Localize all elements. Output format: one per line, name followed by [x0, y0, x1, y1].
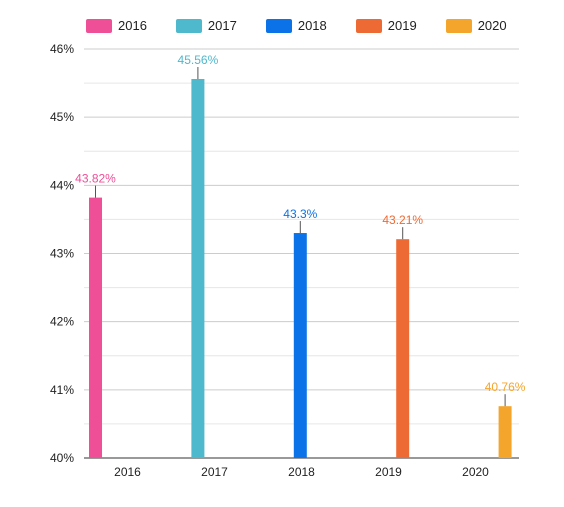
data-label-2018: 43.3% [283, 207, 317, 221]
y-tick-label: 46% [50, 42, 74, 56]
y-tick-label: 42% [50, 315, 74, 329]
data-label-2020: 40.76% [485, 380, 526, 394]
data-label-2017: 45.56% [178, 53, 219, 67]
bar-2017 [191, 78, 205, 458]
y-tick-label: 43% [50, 247, 74, 261]
legend-swatch-2018 [265, 18, 292, 33]
legend-label-2016: 2016 [118, 18, 147, 33]
legend-swatch-2019 [355, 18, 382, 33]
legend-swatch-2016 [86, 18, 112, 33]
x-tick-label: 2017 [201, 465, 228, 479]
bar-2020 [498, 406, 512, 458]
bar-2018 [293, 233, 307, 458]
x-tick-label: 2018 [288, 465, 315, 479]
x-tick-label: 2016 [114, 465, 141, 479]
x-tick-label: 2019 [375, 465, 402, 479]
data-label-2016: 43.82% [75, 172, 116, 186]
x-tick-label: 2020 [462, 465, 489, 479]
y-tick-label: 40% [50, 451, 74, 465]
y-tick-label: 45% [50, 110, 74, 124]
legend-label-2017: 2017 [207, 18, 237, 33]
chart-legend: 2016 2017 2018 2019 2020 [86, 18, 536, 33]
legend-label-2019: 2019 [387, 18, 417, 33]
legend-item-2017[interactable]: 2017 [175, 18, 237, 33]
bar-2019 [396, 239, 410, 458]
bar-2016 [89, 197, 102, 458]
legend-item-2019[interactable]: 2019 [355, 18, 417, 33]
y-tick-label: 41% [50, 383, 74, 397]
legend-item-2018[interactable]: 2018 [265, 18, 327, 33]
legend-swatch-2020 [445, 18, 472, 33]
y-tick-label: 44% [50, 178, 74, 192]
legend-label-2020: 2020 [477, 18, 507, 33]
data-label-2019: 43.21% [382, 213, 423, 227]
legend-item-2020[interactable]: 2020 [445, 18, 507, 33]
legend-label-2018: 2018 [297, 18, 327, 33]
legend-swatch-2017 [175, 18, 202, 33]
legend-item-2016[interactable]: 2016 [86, 18, 147, 33]
